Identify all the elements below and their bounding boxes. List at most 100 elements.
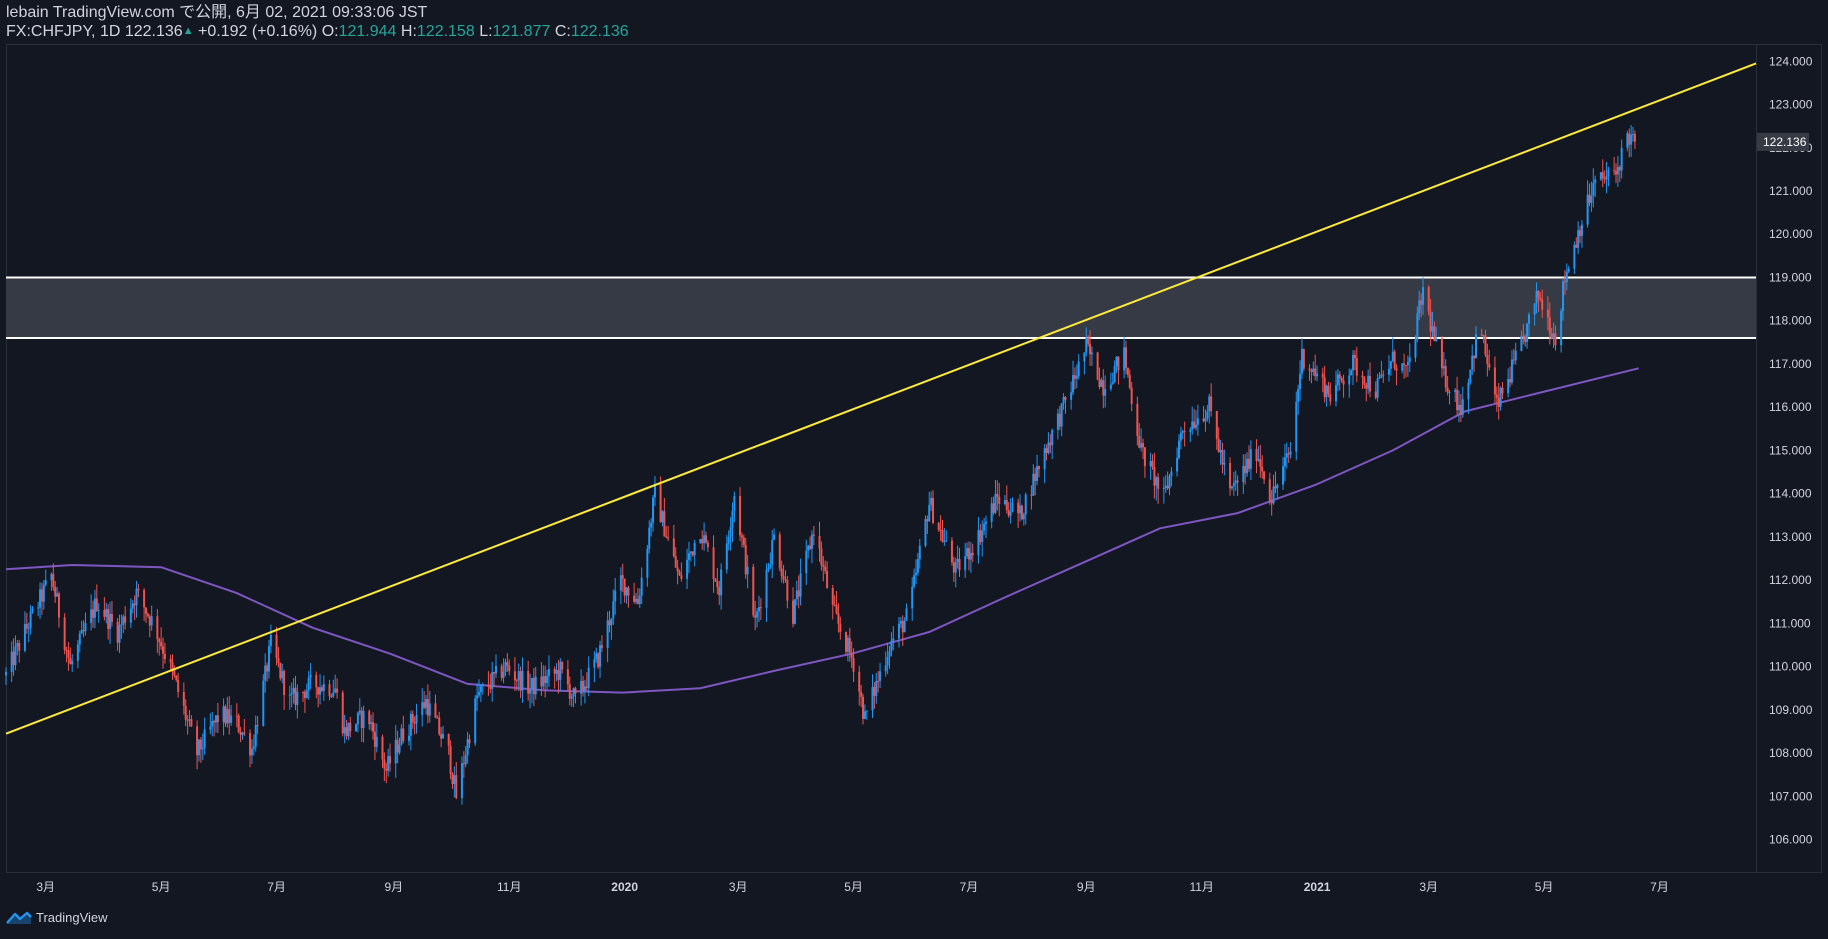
candle-down (184, 705, 187, 720)
symbol-label[interactable]: FX:CHFJPY, 1D (6, 23, 121, 40)
candle-up (1060, 403, 1063, 427)
candle-up (1113, 365, 1116, 383)
candle-down (950, 540, 953, 563)
candle-down (1247, 458, 1250, 469)
candle-down (1338, 374, 1341, 378)
candle-up (1155, 477, 1158, 486)
price-tick-label: 124.000 (1769, 54, 1813, 68)
candle-up (281, 671, 284, 679)
candle-up (1325, 385, 1328, 398)
candle-down (680, 575, 683, 579)
candle-down (1550, 333, 1553, 339)
candle-up (5, 671, 7, 676)
candle-up (983, 523, 986, 531)
candle-up (559, 661, 562, 680)
candle-up (1552, 333, 1555, 339)
candle-down (1183, 431, 1186, 433)
candle-up (343, 727, 346, 734)
candle-up (1594, 179, 1597, 184)
candle-down (160, 642, 163, 647)
candle-down (797, 590, 800, 597)
candle-up (109, 613, 112, 629)
candle-down (820, 548, 823, 565)
candle-up (1378, 377, 1381, 379)
high-label: H: (400, 23, 417, 40)
candle-up (1109, 384, 1112, 389)
candle-down (1314, 368, 1317, 377)
candle-up (1590, 195, 1593, 203)
candle-down (190, 719, 193, 727)
candle-down (1128, 374, 1131, 388)
candle-up (421, 702, 424, 716)
candle-up (27, 628, 30, 630)
candle-down (396, 739, 399, 753)
candle-down (389, 756, 392, 764)
candle-up (131, 603, 134, 609)
candle-down (1613, 169, 1616, 172)
candle-up (76, 644, 79, 661)
low-label: L: (479, 23, 493, 40)
candle-up (1140, 443, 1143, 448)
candle-up (1022, 514, 1025, 520)
candle-up (84, 622, 87, 632)
candle-up (1003, 499, 1006, 505)
candle-down (1355, 358, 1358, 376)
candle-down (283, 671, 286, 696)
candle-down (107, 608, 110, 629)
candle-up (1507, 379, 1510, 394)
candle-down (25, 624, 28, 629)
candle-down (1202, 418, 1205, 422)
price-tick-label: 113.000 (1769, 530, 1812, 544)
candle-up (269, 634, 272, 647)
candle-up (648, 527, 651, 549)
low-value: 121.877 (492, 23, 551, 40)
candle-down (235, 715, 238, 717)
candle-up (1565, 271, 1568, 283)
candle-down (1125, 347, 1127, 368)
candle-up (355, 724, 357, 732)
candle-down (623, 578, 626, 596)
candle-up (570, 696, 573, 699)
candle-up (296, 691, 299, 705)
candle-down (249, 733, 252, 756)
brand-footer[interactable]: TradingView (6, 910, 108, 925)
candle-down (1210, 396, 1213, 411)
candle-down (1058, 413, 1061, 427)
candle-up (612, 601, 615, 619)
candle-down (385, 768, 388, 771)
price-tick-label: 120.000 (1769, 227, 1813, 241)
candle-up (42, 584, 45, 602)
candle-up (966, 548, 969, 557)
candle-down (1259, 459, 1262, 467)
candle-down (663, 511, 666, 537)
candle-down (92, 609, 95, 618)
candle-down (600, 645, 603, 648)
candle-down (1142, 443, 1145, 448)
candle-up (899, 620, 902, 624)
candle-up (479, 686, 482, 692)
candle-down (1340, 377, 1343, 381)
candle-down (937, 522, 940, 530)
candle-down (1126, 367, 1129, 375)
candle-up (911, 586, 914, 609)
time-tick-label: 5月 (844, 880, 863, 894)
last-price: 122.136 (124, 23, 183, 40)
candle-up (1176, 458, 1179, 472)
candle-up (1024, 494, 1027, 515)
candle-down (12, 651, 15, 666)
candle-down (852, 658, 855, 672)
candle-up (400, 728, 403, 745)
candle-down (279, 663, 282, 679)
candle-up (37, 607, 40, 609)
candle-down (1261, 466, 1264, 472)
candle-up (135, 588, 138, 606)
candle-up (913, 575, 916, 587)
candle-up (254, 725, 257, 747)
candle-down (1486, 354, 1489, 364)
brand-name: TradingView (36, 910, 108, 925)
candle-up (1195, 424, 1197, 428)
price-tick-label: 107.000 (1769, 789, 1813, 803)
candle-up (905, 608, 908, 621)
candle-up (1162, 487, 1165, 489)
